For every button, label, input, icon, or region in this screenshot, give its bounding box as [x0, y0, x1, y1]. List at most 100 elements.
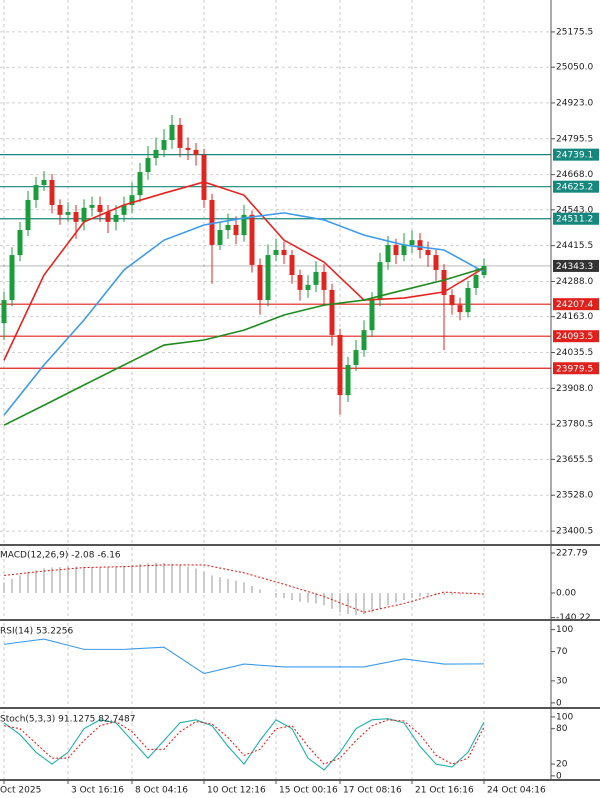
candle-body	[89, 205, 95, 208]
level-label: 24739.1	[556, 151, 593, 161]
y-tick-label: 23528.0	[556, 491, 593, 501]
candle-body	[369, 300, 375, 331]
series-line	[3, 638, 485, 675]
candle-body	[41, 179, 47, 186]
candle-body	[393, 244, 399, 256]
y-tick-label: 23908.0	[556, 384, 593, 394]
candle-body	[345, 365, 351, 396]
candle-body	[153, 149, 159, 159]
x-tick-label: 15 Oct 00:16	[279, 786, 338, 796]
candle-body	[161, 140, 167, 150]
y-tick-label: 24415.5	[556, 241, 593, 251]
candle-body	[321, 271, 327, 290]
candle-body	[145, 158, 151, 173]
candle-body	[297, 275, 303, 290]
candle-body	[49, 179, 55, 206]
pane-title: RSI(14) 53.2256	[0, 627, 73, 637]
y-tick-label: 25050.0	[556, 63, 593, 73]
y-tick-label: 100	[556, 712, 573, 722]
y-tick-label: 23400.5	[556, 527, 593, 537]
candle-body	[57, 205, 63, 215]
level-box	[553, 180, 599, 193]
candle-body	[257, 264, 263, 301]
candle-body	[217, 230, 223, 245]
candle-body	[377, 262, 383, 301]
candle-body	[201, 154, 207, 200]
series-line	[3, 181, 485, 361]
candle-body	[361, 330, 367, 351]
level-label: 24511.2	[556, 215, 593, 225]
candle-body	[265, 255, 271, 301]
candle-body	[193, 149, 199, 155]
x-tick-label: 10 Oct 12:16	[207, 786, 266, 796]
candle-body	[233, 224, 239, 236]
y-tick-label: 24668.0	[556, 170, 593, 180]
candle-body	[409, 240, 415, 245]
candle-body	[121, 205, 127, 215]
candle-body	[329, 289, 335, 335]
y-tick-label: 227.79	[556, 549, 588, 559]
candle-body	[17, 230, 23, 256]
series-line	[3, 212, 485, 416]
level-box	[553, 298, 599, 311]
candle-body	[241, 214, 247, 236]
x-tick-label: 21 Oct 16:16	[415, 786, 474, 796]
candle-body	[97, 205, 103, 213]
candle-body	[337, 334, 343, 396]
x-tick-label: 8 Oct 04:16	[135, 786, 188, 796]
candle-body	[441, 269, 447, 295]
candle-body	[449, 294, 455, 306]
level-label: 24625.2	[556, 183, 593, 193]
candle-body	[105, 212, 111, 222]
candle-body	[385, 244, 391, 263]
level-box	[553, 259, 599, 272]
candle-body	[313, 271, 319, 285]
level-box	[553, 330, 599, 343]
candle-body	[81, 207, 87, 222]
candle-body	[433, 255, 439, 270]
pane	[0, 31, 551, 532]
pane-title: Stoch(5,3,3) 91.1275 82.7487	[0, 715, 135, 725]
y-tick-label: 20	[556, 760, 568, 770]
x-tick-label: 3 Oct 16:16	[71, 786, 124, 796]
x-tick-label: 24 Oct 04:16	[487, 786, 546, 796]
candle-body	[481, 265, 487, 276]
candle-body	[65, 212, 71, 215]
candle-body	[457, 305, 463, 313]
y-tick-label: 0	[556, 771, 562, 781]
y-tick-label: 24163.0	[556, 312, 593, 322]
candle-body	[249, 214, 255, 265]
candle-body	[25, 199, 31, 231]
candle-body	[225, 224, 231, 231]
candle-body	[113, 214, 119, 222]
pane-title: MACD(12,26,9) -2.08 -6.16	[0, 551, 121, 561]
level-box	[553, 362, 599, 375]
series-line	[3, 719, 485, 765]
y-tick-label: 70	[556, 647, 568, 657]
y-tick-label: 30	[556, 676, 568, 686]
level-box	[553, 148, 599, 161]
candle-body	[273, 250, 279, 256]
series-line	[3, 267, 485, 426]
y-tick-label: 0.00	[556, 588, 576, 598]
pane	[3, 718, 485, 771]
y-tick-label: 0	[556, 698, 562, 708]
candle-body	[185, 147, 191, 150]
y-tick-label: 24288.0	[556, 277, 593, 287]
level-box	[553, 212, 599, 225]
level-label: 24207.4	[556, 300, 593, 310]
y-tick-label: 24035.5	[556, 348, 593, 358]
pane	[3, 562, 485, 615]
candle-body	[289, 255, 295, 276]
series-line	[3, 718, 485, 771]
y-tick-label: 100	[556, 625, 573, 635]
y-tick-label: 24923.0	[556, 98, 593, 108]
y-tick-label: 24543.0	[556, 205, 593, 215]
candle-body	[73, 212, 79, 222]
candle-body	[137, 172, 143, 196]
candle-body	[169, 124, 175, 141]
candle-body	[129, 195, 135, 206]
y-tick-label: 80	[556, 724, 568, 734]
candle-body	[281, 250, 287, 256]
x-tick-label: 17 Oct 08:16	[343, 786, 402, 796]
